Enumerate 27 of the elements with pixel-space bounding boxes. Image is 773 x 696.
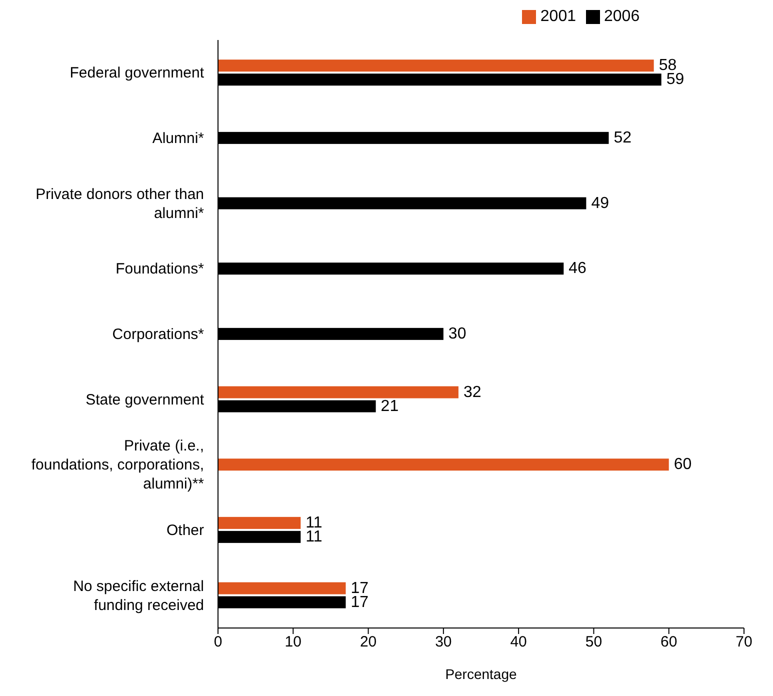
y-tick-label: Corporations* (112, 326, 204, 342)
data-label: 32 (463, 384, 482, 401)
data-label: 60 (674, 456, 692, 474)
y-tick-label: Private (i.e., foundations, corporations, alumni)** (31, 437, 204, 492)
data-label: 46 (568, 260, 587, 278)
y-tick-label: State government (86, 390, 205, 408)
legend-label: 2006 (604, 8, 640, 25)
data-label: 52 (614, 129, 632, 146)
x-tick-label: 30 (435, 634, 452, 651)
x-tick-label: 20 (360, 634, 377, 651)
data-label: 49 (591, 194, 610, 212)
y-tick-label: Foundations* (116, 260, 204, 278)
data-label: 30 (448, 325, 466, 342)
data-label: 21 (380, 398, 399, 415)
x-tick-label: 40 (510, 634, 527, 651)
x-tick-label: 70 (736, 634, 752, 651)
x-tick-label: 0 (214, 634, 222, 651)
x-tick-label: 10 (284, 634, 302, 651)
y-tick-label: Private donors other than alumni* (36, 185, 204, 222)
legend-label: 2001 (540, 8, 576, 25)
x-tick-label: 60 (660, 634, 678, 651)
y-tick-label: Other (166, 522, 204, 538)
y-tick-label: Federal government (70, 64, 205, 82)
x-tick-label: 50 (585, 634, 602, 651)
y-tick-label: Alumni* (152, 130, 204, 146)
x-axis-title: Percentage (445, 666, 518, 682)
y-tick-label: No specific external funding received (73, 577, 204, 614)
